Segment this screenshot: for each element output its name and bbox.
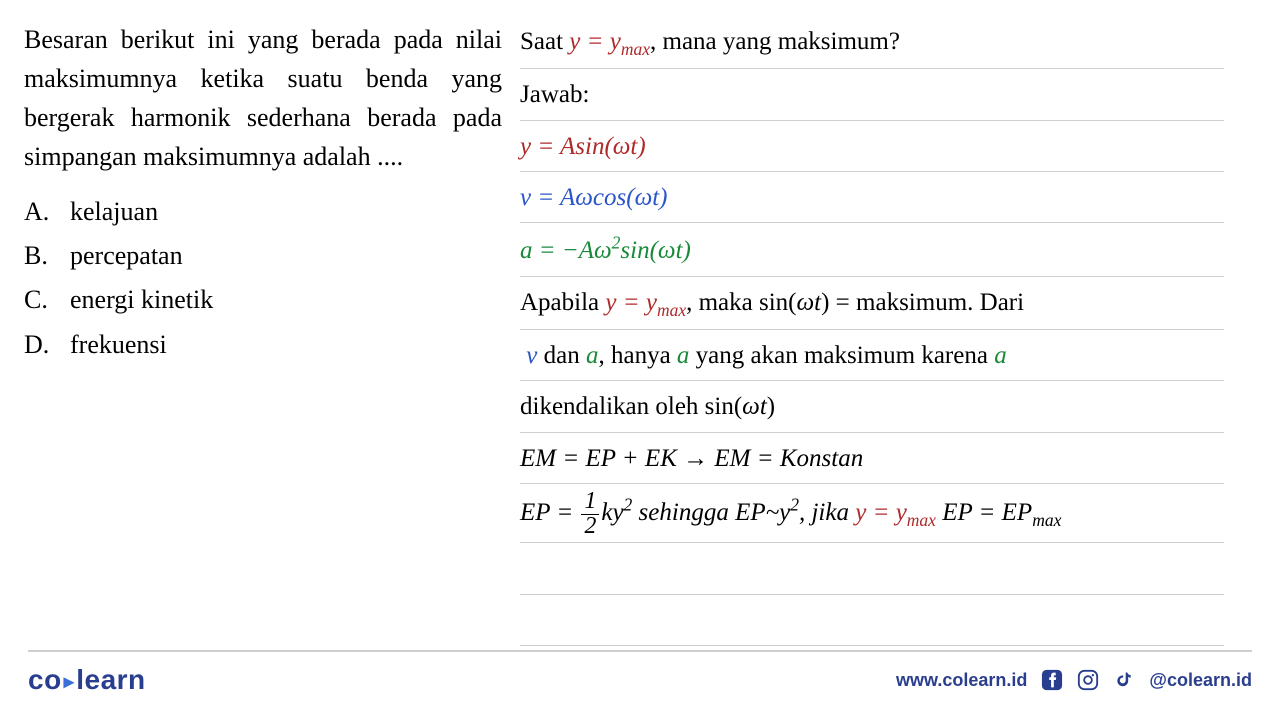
answer-line: Jawab: — [520, 69, 1224, 120]
text: , hanya — [598, 342, 676, 369]
question-text: Besaran berikut ini yang berada pada nil… — [24, 20, 502, 176]
logo-separator-icon: ▸ — [62, 671, 77, 693]
answer-line: v = Aωcos(ωt) — [520, 172, 1224, 223]
facebook-icon[interactable] — [1041, 669, 1063, 691]
text: ) — [767, 393, 775, 420]
option-row: C. energi kinetik — [24, 278, 502, 322]
page: Besaran berikut ini yang berada pada nil… — [0, 0, 1280, 720]
footer-right: www.colearn.id @colearn.id — [896, 669, 1252, 691]
math-expr: EM = EP + EK → EM = Konstan — [520, 445, 863, 472]
social-handle[interactable]: @colearn.id — [1149, 670, 1252, 691]
text: ) = maksimum. Dari — [821, 289, 1024, 316]
option-row: A. kelajuan — [24, 190, 502, 234]
text: dikendalikan oleh sin( — [520, 393, 742, 420]
answer-line: dikendalikan oleh sin(ωt) — [520, 381, 1224, 432]
option-row: D. frekuensi — [24, 323, 502, 367]
tiktok-icon[interactable] — [1113, 669, 1135, 691]
answer-line: Apabila y = ymax, maka sin(ωt) = maksimu… — [520, 277, 1224, 330]
option-row: B. percepatan — [24, 234, 502, 278]
option-letter: B. — [24, 234, 70, 278]
math-expr: ωt — [797, 289, 822, 316]
fraction: 12 — [581, 490, 599, 539]
text: Apabila — [520, 289, 605, 316]
logo-part: learn — [76, 664, 145, 695]
math-expr: y = ymax — [605, 289, 686, 316]
brand-logo: co▸learn — [28, 664, 146, 696]
footer: co▸learn www.colearn.id @colearn.id — [0, 650, 1280, 720]
answer-line-empty — [520, 543, 1224, 594]
text: , mana yang maksimum? — [650, 28, 900, 55]
question-panel: Besaran berikut ini yang berada pada nil… — [0, 0, 520, 720]
math-expr: y = ymax — [569, 28, 650, 55]
math-var: a — [677, 342, 690, 369]
math-expr: a = −Aω2sin(ωt) — [520, 237, 691, 264]
math-expr: y = Asin(ωt) — [520, 133, 646, 160]
instagram-icon[interactable] — [1077, 669, 1099, 691]
answer-line: y = Asin(ωt) — [520, 121, 1224, 172]
math-var: a — [586, 342, 599, 369]
answer-line: EM = EP + EK → EM = Konstan — [520, 433, 1224, 484]
website-link[interactable]: www.colearn.id — [896, 670, 1027, 691]
math-var: v — [526, 342, 537, 369]
answer-line-empty — [520, 595, 1224, 646]
answer-line: Saat y = ymax, mana yang maksimum? — [520, 16, 1224, 69]
answer-line: v dan a, hanya a yang akan maksimum kare… — [520, 330, 1224, 381]
math-expr: v = Aωcos(ωt) — [520, 184, 668, 211]
answer-panel: Saat y = ymax, mana yang maksimum? Jawab… — [520, 0, 1252, 720]
text: , maka sin( — [686, 289, 796, 316]
text: dan — [537, 342, 586, 369]
option-text: energi kinetik — [70, 278, 502, 322]
math-expr: EP = 12ky2 sehingga EP~y2, jika y = ymax… — [520, 499, 1061, 526]
option-letter: D. — [24, 323, 70, 367]
answer-line: EP = 12ky2 sehingga EP~y2, jika y = ymax… — [520, 484, 1224, 544]
option-letter: A. — [24, 190, 70, 234]
math-var: a — [994, 342, 1007, 369]
answer-line: a = −Aω2sin(ωt) — [520, 223, 1224, 277]
option-text: percepatan — [70, 234, 502, 278]
math-expr: ωt — [742, 393, 767, 420]
text: Saat — [520, 28, 569, 55]
option-letter: C. — [24, 278, 70, 322]
option-text: kelajuan — [70, 190, 502, 234]
options-list: A. kelajuan B. percepatan C. energi kine… — [24, 190, 502, 367]
footer-divider — [28, 650, 1252, 652]
option-text: frekuensi — [70, 323, 502, 367]
logo-part: co — [28, 664, 62, 695]
text: yang akan maksimum karena — [689, 342, 994, 369]
